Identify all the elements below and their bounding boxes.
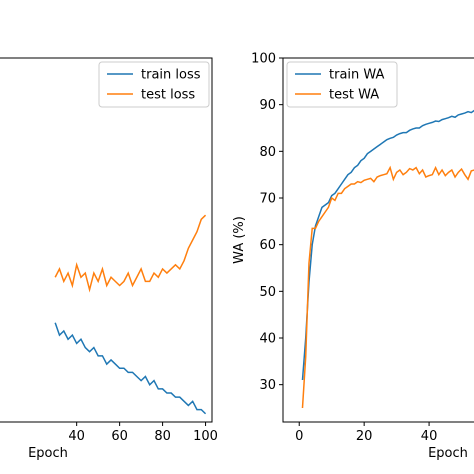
loss-xlabel: Epoch (28, 446, 68, 461)
loss-xtick-label: 40 (68, 429, 85, 444)
wa-ytick-label: 60 (259, 238, 276, 253)
wa-ylabel: WA (%) (232, 216, 247, 264)
loss-xtick-label: 100 (193, 429, 218, 444)
wa-xlabel: Epoch (428, 446, 468, 461)
wa-series-test-wa-line (301, 165, 474, 409)
wa-ytick-label: 70 (259, 192, 276, 207)
wa-xtick-label: 0 (295, 429, 303, 444)
wa-ytick-label: 90 (259, 98, 276, 113)
wa-legend-label: test WA (329, 88, 379, 103)
loss-series-test-loss-line (54, 214, 207, 293)
loss-xtick-label: 80 (154, 429, 171, 444)
loss-axes-frame (0, 57, 213, 423)
wa-xtick-label: 20 (356, 429, 373, 444)
loss-xtick-label: 60 (111, 429, 128, 444)
wa-ytick-label: 40 (259, 332, 276, 347)
wa-ytick-label: 80 (259, 145, 276, 160)
wa-xtick-label: 40 (421, 429, 438, 444)
wa-ytick-label: 50 (259, 285, 276, 300)
loss-legend: train loss test loss (98, 61, 210, 108)
wa-legend-label: train WA (329, 68, 385, 83)
wa-ytick-label: 30 (259, 378, 276, 393)
loss-chart-panel: 40 60 80 100 Epoch train loss test loss (0, 57, 218, 461)
wa-axes-frame (282, 57, 474, 423)
loss-legend-label: test loss (141, 88, 195, 103)
wa-legend: train WA test WA (286, 61, 398, 108)
wa-ytick-label: 100 (251, 52, 276, 67)
loss-series-train-loss-line (54, 322, 207, 415)
loss-legend-label: train loss (141, 68, 201, 83)
wa-series-train-wa-line (301, 109, 474, 381)
wa-chart-panel: 0 20 40 30 40 50 60 70 80 90 100 Epoch WA (%) train W… (232, 52, 474, 461)
